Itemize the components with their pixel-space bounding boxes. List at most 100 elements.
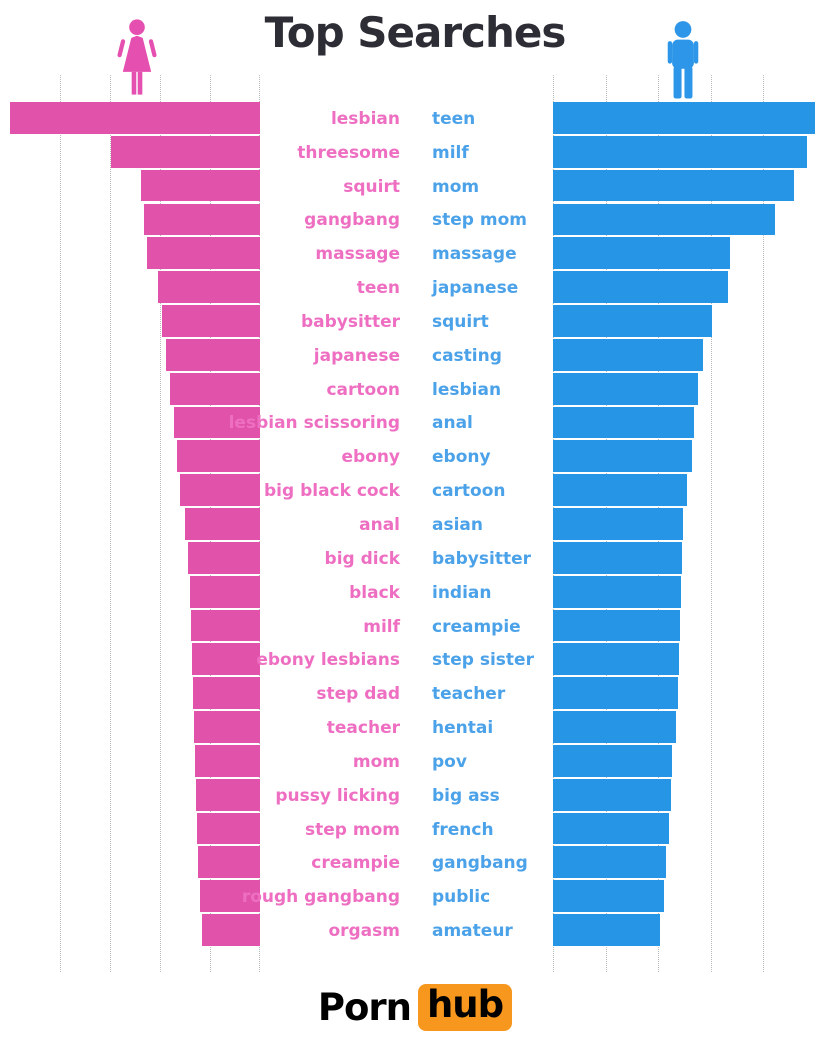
female-bar (190, 575, 260, 608)
female-bar (196, 778, 260, 811)
female-bar (200, 880, 260, 913)
male-chart-panel (553, 75, 816, 972)
female-bar (185, 508, 260, 540)
male-bar (553, 677, 678, 710)
male-term-label: indian (432, 582, 492, 603)
male-bar (553, 575, 682, 608)
female-bar (198, 846, 260, 879)
female-bar (170, 372, 260, 405)
female-bar (188, 541, 260, 574)
male-term-label: big ass (432, 785, 500, 806)
female-term-label: squirt (343, 176, 400, 197)
female-term-label: mom (352, 751, 400, 772)
female-bar (10, 102, 260, 134)
male-term-label: anal (432, 413, 473, 434)
male-bar (553, 643, 679, 676)
female-bar (177, 440, 260, 473)
male-terms-column: teen milf mom step mom massage japanese squirt… (432, 102, 647, 948)
male-bar (553, 271, 728, 303)
logo-text-porn: Porn (317, 985, 412, 1029)
female-bar (197, 812, 260, 845)
female-term-label: milf (363, 616, 400, 637)
male-figure-icon (661, 20, 705, 100)
logo-text-hub: hub (417, 983, 513, 1031)
female-term-label: teen (356, 278, 400, 299)
female-bar (174, 406, 260, 439)
pornhub-logo: Porn hub (0, 983, 830, 1031)
female-term-label: step dad (316, 684, 400, 705)
male-bar (553, 406, 694, 439)
male-term-label: public (432, 887, 491, 908)
female-term-label: big dick (324, 548, 400, 569)
female-term-label: lesbian (330, 108, 400, 129)
female-bar (191, 609, 260, 642)
male-bar (553, 169, 794, 202)
female-bar (158, 271, 260, 303)
male-term-label: japanese (432, 278, 519, 299)
male-bar (553, 135, 808, 168)
female-term-label: orgasm (328, 921, 400, 942)
female-term-label: teacher (326, 718, 400, 739)
female-term-label: ebony lesbians (256, 650, 400, 671)
female-term-label: threesome (297, 142, 400, 163)
male-bar (553, 372, 698, 405)
female-term-label: anal (359, 514, 400, 535)
female-term-label: black (349, 582, 400, 603)
female-term-label: massage (315, 244, 400, 265)
male-bar (553, 508, 683, 540)
male-term-label: milf (432, 142, 469, 163)
male-term-label: teen (432, 108, 476, 129)
page-title: Top Searches (264, 8, 567, 57)
male-term-label: step mom (432, 210, 527, 231)
male-bar (553, 880, 664, 913)
male-term-label: ebony (432, 447, 491, 468)
male-term-label: gangbang (432, 853, 528, 874)
male-bar (553, 440, 693, 473)
female-term-label: japanese (313, 345, 400, 366)
female-term-label: rough gangbang (241, 887, 400, 908)
male-term-label: asian (432, 514, 483, 535)
male-term-label: massage (432, 244, 517, 265)
male-term-label: casting (432, 345, 502, 366)
male-bar (553, 305, 713, 337)
male-term-label: creampie (432, 616, 521, 637)
female-term-label: gangbang (304, 210, 400, 231)
male-bar (553, 609, 681, 642)
male-term-label: cartoon (432, 481, 506, 502)
male-term-label: mom (432, 176, 480, 197)
male-term-label: lesbian (432, 379, 502, 400)
female-bar (180, 474, 260, 507)
female-bar (144, 203, 260, 236)
female-bar (147, 237, 260, 270)
female-bar (166, 338, 260, 371)
male-term-label: pov (432, 751, 467, 772)
male-bar (553, 846, 667, 879)
gridline (710, 75, 712, 972)
female-terms-column: lesbian threesome squirt gangbang massage tee… (150, 102, 400, 948)
male-bar (553, 744, 672, 777)
male-term-label: french (432, 819, 494, 840)
gridline (763, 75, 765, 972)
gridline (109, 75, 111, 972)
male-bar (553, 338, 703, 371)
male-bar (553, 102, 815, 134)
male-term-label: teacher (432, 684, 506, 705)
male-bar (553, 711, 677, 743)
male-term-label: squirt (432, 311, 489, 332)
female-term-label: pussy licking (275, 785, 400, 806)
female-term-label: step mom (305, 819, 400, 840)
female-figure-icon (115, 18, 159, 96)
female-bar (193, 677, 260, 710)
male-term-label: step sister (432, 650, 534, 671)
female-term-label: babysitter (300, 311, 400, 332)
male-term-label: amateur (432, 921, 513, 942)
male-term-label: babysitter (432, 548, 532, 569)
female-bar (202, 914, 260, 946)
female-bar (162, 305, 260, 337)
female-term-label: creampie (311, 853, 400, 874)
male-bar (553, 812, 669, 845)
female-term-label: cartoon (326, 379, 400, 400)
gridline (159, 75, 161, 972)
male-bar (553, 541, 682, 574)
